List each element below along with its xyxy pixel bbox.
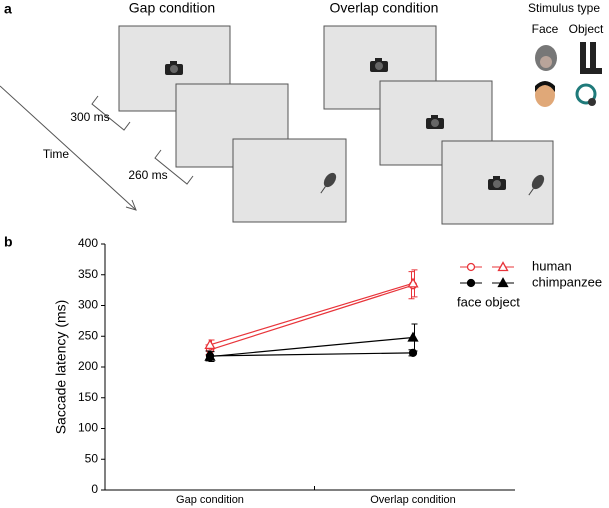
face-label: Face [532, 22, 559, 36]
mouse-icons [320, 172, 545, 196]
legend-marker [497, 277, 509, 288]
legend-marker [497, 261, 509, 272]
y-tick-label: 400 [78, 236, 98, 250]
x-tick-label: Overlap condition [370, 494, 456, 506]
y-tick-label: 200 [78, 359, 98, 373]
overlap-title: Overlap condition [330, 0, 439, 16]
time-arrow [0, 85, 194, 211]
legend-columns: face object [457, 294, 520, 309]
y-tick-label: 250 [78, 328, 98, 342]
panel-label: b [4, 234, 13, 250]
series-line [209, 284, 414, 351]
stimulus-title: Stimulus type [528, 1, 600, 15]
interval-label: 300 ms [70, 110, 109, 124]
data-point [408, 348, 418, 358]
legend-label: human [532, 258, 572, 273]
stimulus-icons [535, 42, 602, 107]
y-tick-label: 350 [78, 267, 98, 281]
y-tick-label: 150 [78, 390, 98, 404]
x-tick-label: Gap condition [176, 494, 244, 506]
series-line [209, 336, 414, 358]
legend-marker [466, 278, 476, 288]
series-line [209, 352, 414, 357]
data-point [204, 350, 216, 361]
time-label: Time [43, 147, 70, 161]
y-tick-label: 100 [78, 421, 98, 435]
camera-icons [165, 58, 506, 190]
panel-label: a [4, 1, 12, 17]
gap-title: Gap condition [129, 0, 215, 16]
series-line [209, 282, 414, 346]
y-tick-label: 0 [91, 482, 98, 496]
object-label: Object [569, 22, 604, 36]
data-point [407, 331, 419, 342]
legend-label: chimpanzee [532, 274, 602, 289]
data-point [204, 339, 216, 350]
data-point [407, 277, 419, 288]
y-tick-label: 300 [78, 298, 98, 312]
y-tick-label: 50 [85, 451, 99, 465]
legend-marker [466, 262, 476, 272]
y-axis-label: Saccade latency (ms) [53, 300, 69, 435]
interval-label: 260 ms [128, 168, 167, 182]
